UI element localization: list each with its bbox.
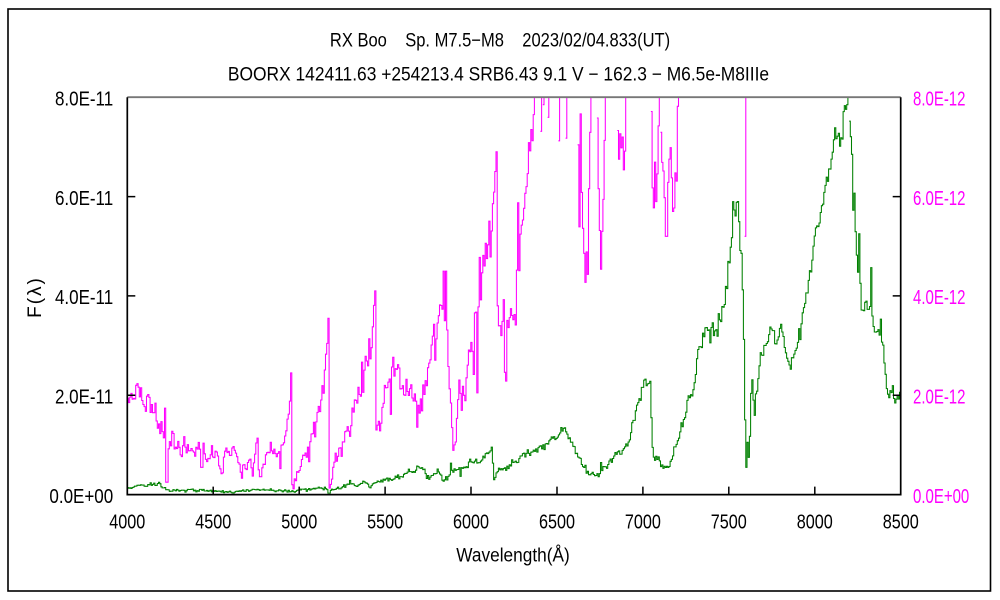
svg-text:8000: 8000 xyxy=(797,511,833,533)
svg-text:0.0E+00: 0.0E+00 xyxy=(49,485,113,508)
svg-text:7500: 7500 xyxy=(711,511,747,533)
svg-text:4.0E-12: 4.0E-12 xyxy=(913,286,965,309)
svg-text:6500: 6500 xyxy=(539,511,575,533)
svg-text:0.0E+00: 0.0E+00 xyxy=(913,485,969,508)
svg-text:5500: 5500 xyxy=(367,511,403,533)
svg-text:5000: 5000 xyxy=(281,511,317,533)
svg-text:4500: 4500 xyxy=(195,511,231,533)
svg-text:Wavelength(Å): Wavelength(Å) xyxy=(456,543,569,565)
svg-text:6.0E-12: 6.0E-12 xyxy=(913,187,965,210)
svg-text:8.0E-12: 8.0E-12 xyxy=(913,87,965,110)
svg-text:2.0E-11: 2.0E-11 xyxy=(55,385,113,408)
svg-text:F(λ): F(λ) xyxy=(25,276,46,318)
svg-text:4000: 4000 xyxy=(109,511,145,533)
svg-text:6.0E-11: 6.0E-11 xyxy=(55,187,113,210)
svg-text:4.0E-11: 4.0E-11 xyxy=(55,286,113,309)
svg-text:7000: 7000 xyxy=(625,511,661,533)
svg-text:RX Boo Sp. M7.5−M8 2023/: RX Boo Sp. M7.5−M8 2023/02/04.833(UT) xyxy=(330,29,670,50)
svg-text:8500: 8500 xyxy=(883,511,919,533)
svg-text:6000: 6000 xyxy=(453,511,489,533)
svg-text:8.0E-11: 8.0E-11 xyxy=(55,87,113,110)
svg-text:2.0E-12: 2.0E-12 xyxy=(913,385,965,408)
svg-text:BOORX 142411.63 +254213.4 SRB6: BOORX 142411.63 +254213.4 SRB6.43 9.1 V … xyxy=(228,64,769,85)
